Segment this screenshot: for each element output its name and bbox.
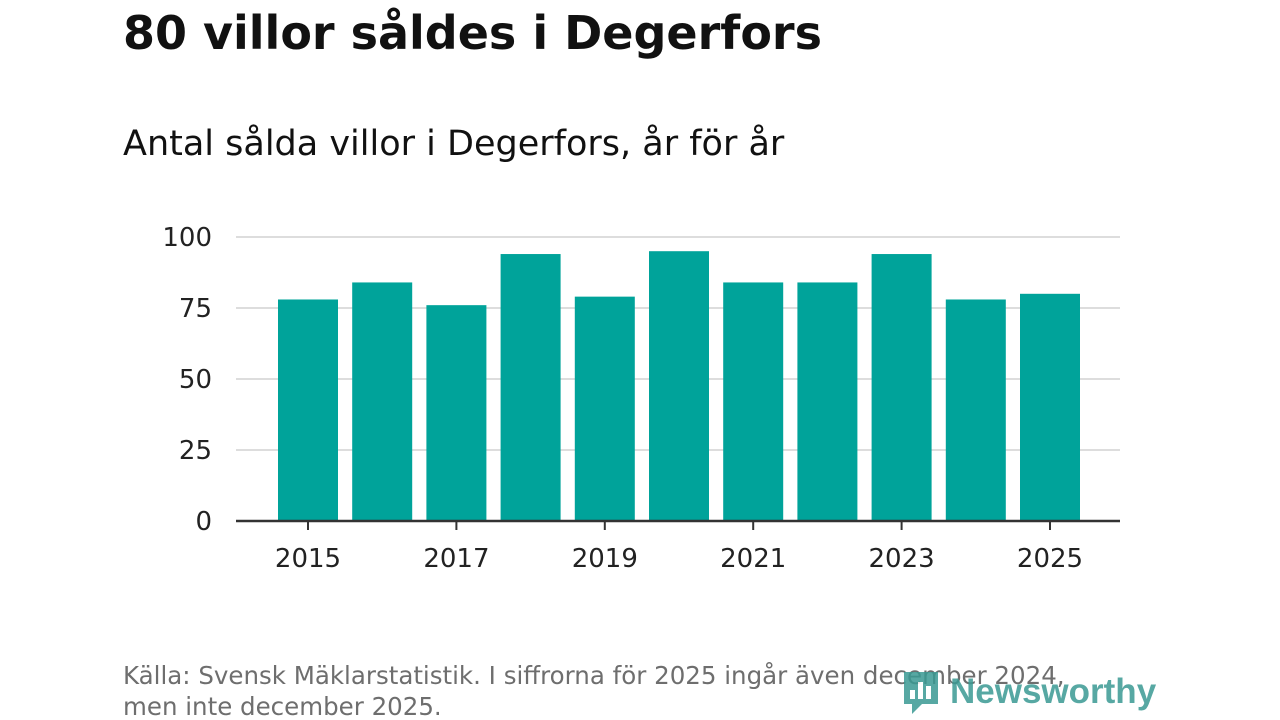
bar-2017 [426,305,487,521]
x-tick-label-2025: 2025 [1017,544,1083,574]
y-tick-label-0: 0 [195,507,212,537]
bar-2023 [871,254,932,522]
bar-2015 [278,299,338,521]
bar-2020 [649,251,709,521]
newsworthy-logo: Newsworthy [900,668,1156,716]
y-tick-label-100: 100 [162,223,212,253]
bar-2024 [945,299,1006,521]
y-tick-label-50: 50 [179,365,212,395]
bar-2025 [1020,293,1080,521]
x-tick-label-2015: 2015 [275,544,341,574]
newsworthy-logo-text: Newsworthy [950,672,1157,711]
y-tick-label-75: 75 [179,294,212,324]
bar-2022 [797,282,858,521]
bar-2016 [352,282,413,521]
bar-2021 [723,282,784,521]
chart-subtitle: Antal sålda villor i Degerfors, år för å… [123,124,785,164]
chart-title: 80 villor såldes i Degerfors [123,6,822,60]
bar-2019 [574,296,635,521]
x-tick-label-2017: 2017 [423,544,489,574]
newsworthy-logo-icon [904,672,938,714]
bar-2018 [500,254,561,522]
x-tick-label-2019: 2019 [572,544,638,574]
x-tick-label-2021: 2021 [720,544,786,574]
x-tick-label-2023: 2023 [869,544,935,574]
y-tick-label-25: 25 [179,436,212,466]
